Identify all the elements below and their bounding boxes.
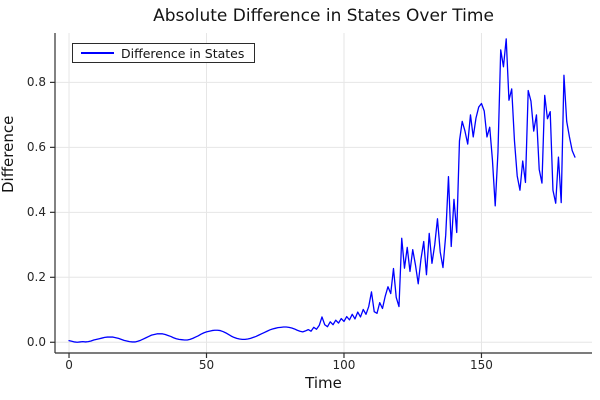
axes	[50, 33, 592, 358]
x-tick-label: 0	[65, 358, 73, 372]
legend-label: Difference in States	[121, 45, 245, 61]
line-series	[68, 38, 576, 343]
y-tick-label: 0.0	[26, 335, 46, 350]
legend-line-sample-icon	[81, 52, 114, 54]
y-tick-label: 0.8	[26, 75, 46, 90]
chart-title: Absolute Difference in States Over Time	[153, 6, 494, 26]
y-tick-label: 0.2	[26, 270, 46, 285]
series-line	[68, 38, 576, 343]
y-tick-label: 0.4	[26, 205, 46, 220]
x-tick-label: 150	[470, 358, 493, 372]
x-tick-label: 100	[332, 358, 356, 372]
x-tick-label: 50	[198, 358, 215, 372]
y-tick-label: 0.6	[26, 140, 46, 155]
legend: Difference in States	[72, 43, 256, 63]
x-axis-label: Time	[305, 374, 342, 392]
gridlines	[55, 33, 592, 353]
y-axis-label-text: Difference	[0, 115, 17, 193]
